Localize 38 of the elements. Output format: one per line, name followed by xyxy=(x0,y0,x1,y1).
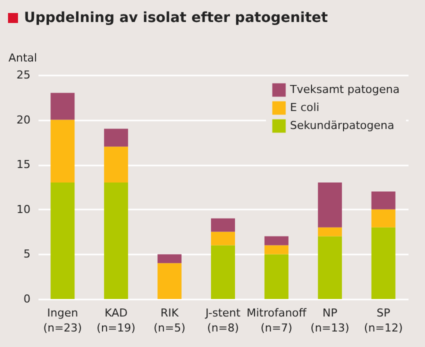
bar xyxy=(318,182,342,228)
legend-label: E coli xyxy=(290,101,320,114)
legend-label: Sekundärpatogena xyxy=(290,119,394,132)
bar xyxy=(371,191,396,210)
bar xyxy=(318,227,342,236)
bar xyxy=(264,254,288,299)
y-tick-label: 0 xyxy=(24,292,30,306)
bar xyxy=(104,128,128,147)
x-tick-label: NP (n=13) xyxy=(310,306,350,334)
bar xyxy=(104,182,128,299)
y-tick-label: 25 xyxy=(16,68,30,82)
bar xyxy=(264,245,288,254)
y-tick-label: 10 xyxy=(16,202,30,216)
x-tick-label: J-stent (n=8) xyxy=(204,306,242,334)
bar xyxy=(158,263,182,299)
bar xyxy=(211,232,235,246)
bar xyxy=(211,218,235,232)
x-tick-label: KAD (n=19) xyxy=(96,306,136,334)
y-tick-label: 20 xyxy=(16,113,30,126)
legend-label: Tveksamt patogena xyxy=(289,83,400,96)
bar xyxy=(211,245,235,299)
y-tick-label: 5 xyxy=(24,248,30,261)
x-tick-label: Mitrofanoff (n=7) xyxy=(246,306,307,334)
x-tick-label: Ingen (n=23) xyxy=(43,306,82,334)
bar xyxy=(264,236,288,246)
bar xyxy=(104,146,128,183)
bar xyxy=(50,92,75,120)
bar xyxy=(158,254,182,264)
chart-title: Uppdelning av isolat efter patogenitet xyxy=(24,10,328,26)
bar xyxy=(371,209,396,228)
x-tick-label: SP (n=12) xyxy=(364,306,403,334)
bar xyxy=(318,236,342,299)
bar xyxy=(50,182,75,299)
x-tick-label: RIK (n=5) xyxy=(154,306,186,334)
y-axis-title: Antal xyxy=(8,52,38,64)
bar xyxy=(371,227,396,299)
bar xyxy=(50,120,75,183)
y-tick-label: 15 xyxy=(16,158,30,172)
